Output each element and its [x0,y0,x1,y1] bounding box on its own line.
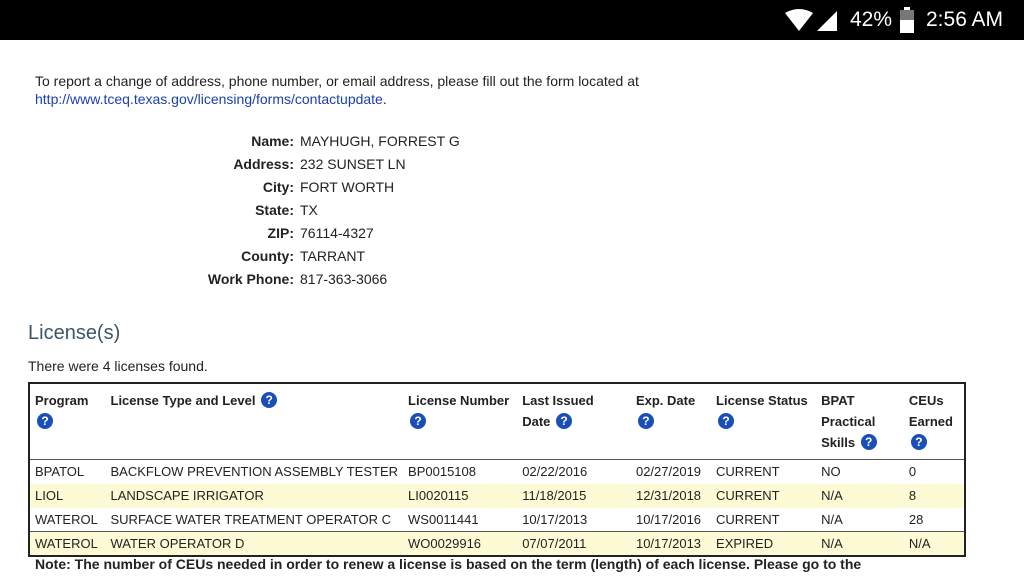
help-icon[interactable]: ? [261,392,278,408]
table-cell: 02/22/2016 [522,464,588,480]
table-cell: 8 [903,483,965,508]
table-row: WATEROL WATER OPERATOR D WO0029916 07/07/20… [29,531,965,556]
licenses-heading: License(s) [28,322,121,344]
licenses-table: Program ? License Type and Level ? License… [28,382,966,557]
battery-icon [900,7,914,33]
info-label: ZIP: [267,225,294,241]
table-cell: NO [821,464,841,480]
table-cell: 10/17/2013 [522,511,588,527]
column-header: BPAT Practical Skills ? [816,383,904,460]
info-row: Address: 232 SUNSET LN [0,156,600,179]
info-label: County: [241,248,294,264]
table-cell: BPATOL [35,464,85,480]
table-cell: N/A [816,483,904,508]
table-row: WATEROL SURFACE WATER TREATMENT OPERATOR … [29,508,965,532]
table-cell: EXPIRED [711,531,817,556]
help-icon[interactable]: ? [637,413,654,429]
table-cell: LANDSCAPE IRRIGATOR [105,483,404,508]
table-cell: WATEROL [35,511,98,527]
info-value: MAYHUGH, FORREST G [300,133,460,149]
clock: 2:56 AM [926,8,1004,31]
column-header: License Status ? [711,383,817,460]
wifi-cell-icon [785,9,837,31]
help-icon[interactable]: ? [37,413,53,429]
info-label: Name: [251,133,294,149]
info-row: City: FORT WORTH [0,179,600,202]
info-row: State: TX [0,202,600,225]
info-value: 76114-4327 [300,225,374,241]
info-row: ZIP: 76114-4327 [0,225,600,248]
column-header: License Type and Level ? [105,383,404,460]
info-value: TARRANT [300,248,366,264]
battery-percent: 42% [850,8,893,31]
help-icon[interactable]: ? [718,413,735,429]
info-row: County: TARRANT [0,248,600,271]
info-label: City: [262,179,294,195]
table-cell: 0 [908,464,917,480]
contact-update-notice: To report a change of address, phone num… [35,73,639,107]
table-cell: 12/31/2018 [630,483,712,508]
table-cell: CURRENT [716,464,780,480]
table-row: BPATOL BACKFLOW PREVENTION ASSEMBLY TESTE… [29,460,965,484]
table-cell: LIOL [29,483,106,508]
info-row: Name: MAYHUGH, FORREST G [0,133,600,156]
info-label: Work Phone: [207,271,294,287]
info-value: TX [300,202,318,218]
table-cell: WS0011441 [408,511,479,527]
table-cell: CURRENT [711,483,817,508]
info-row: Work Phone: 817-363-3066 [0,271,600,294]
column-header: License Number ? [403,383,518,460]
info-value: 817-363-3066 [300,271,388,287]
table-cell: 02/27/2019 [635,464,702,480]
table-cell: 11/18/2015 [517,483,631,508]
column-header: Exp. Date ? [630,383,712,460]
table-cell: BACKFLOW PREVENTION ASSEMBLY TESTER [110,464,399,480]
table-cell: 10/17/2016 [635,511,702,527]
info-label: Address: [233,156,294,172]
column-header: Last Issued Date ? [517,383,631,460]
column-header: CEUs Earned ? [903,383,965,460]
table-cell: N/A [816,531,904,556]
licenses-count: There were 4 licenses found. [28,358,208,374]
table-cell: CURRENT [716,511,780,527]
ceu-note: Note: The number of CEUs needed in order… [35,556,862,572]
table-cell: LI0020115 [403,483,518,508]
contact-update-link[interactable]: http://www.tceq.texas.gov/licensing/form… [35,91,383,107]
licensee-info: Name: MAYHUGH, FORREST G Address: 232 SUNSE… [0,133,600,294]
help-icon[interactable]: ? [410,413,427,429]
status-bar: 42% 2:56 AM [0,0,1024,40]
info-value: FORT WORTH [300,179,395,195]
info-label: State: [255,202,294,218]
column-header: Program ? [29,383,106,460]
table-cell: BP0015108 [408,464,476,480]
table-cell: SURFACE WATER TREATMENT OPERATOR C [110,511,392,527]
table-cell: 28 [908,511,924,527]
help-icon[interactable]: ? [860,434,877,450]
table-row: LIOL LANDSCAPE IRRIGATOR LI0020115 11/18/20… [29,483,965,508]
table-cell: WO0029916 [403,531,518,556]
table-cell: N/A [821,511,843,527]
table-cell: N/A [903,531,965,556]
info-value: 232 SUNSET LN [300,156,406,172]
help-icon[interactable]: ? [556,413,573,429]
table-cell: WATEROL [29,531,106,556]
help-icon[interactable]: ? [910,434,927,450]
table-cell: WATER OPERATOR D [105,531,404,556]
table-cell: 07/07/2011 [517,531,631,556]
table-cell: 10/17/2013 [630,531,712,556]
